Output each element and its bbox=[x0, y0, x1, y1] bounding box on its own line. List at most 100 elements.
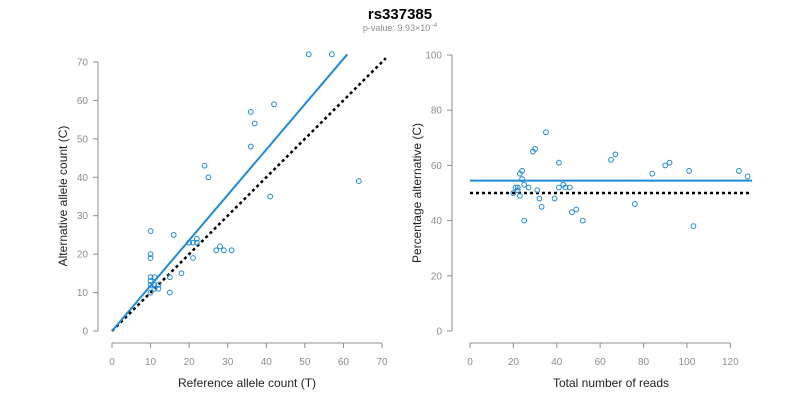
data-point bbox=[690, 223, 697, 230]
y-tick-label: 60 bbox=[431, 161, 443, 172]
y-axis-title: Alternative allele count (C) bbox=[56, 126, 70, 267]
data-point bbox=[566, 184, 573, 191]
data-point bbox=[569, 209, 575, 216]
data-point bbox=[205, 174, 212, 181]
x-tick-label: 100 bbox=[679, 357, 696, 368]
y-tick-label: 10 bbox=[77, 288, 89, 299]
x-tick-label: 10 bbox=[145, 357, 157, 368]
x-tick-label: 60 bbox=[595, 357, 607, 368]
y-tick-label: 60 bbox=[77, 96, 89, 107]
data-point bbox=[608, 156, 614, 163]
y-tick-label: 0 bbox=[82, 327, 88, 338]
data-point bbox=[556, 159, 562, 166]
y-tick-label: 40 bbox=[77, 173, 89, 184]
data-point bbox=[536, 195, 543, 202]
data-point bbox=[147, 281, 154, 288]
data-point bbox=[155, 281, 162, 288]
y-tick-label: 20 bbox=[77, 250, 89, 261]
data-point bbox=[186, 239, 193, 246]
data-point bbox=[551, 195, 558, 202]
data-point bbox=[166, 289, 173, 296]
reference-line bbox=[111, 57, 387, 332]
data-point bbox=[271, 101, 277, 108]
data-point bbox=[736, 168, 742, 174]
data-point bbox=[519, 176, 525, 183]
data-point bbox=[579, 217, 586, 224]
data-point bbox=[155, 285, 162, 292]
x-tick-label: 30 bbox=[222, 357, 234, 368]
x-tick-label: 20 bbox=[184, 357, 196, 368]
y-axis-title: Percentage alternative (C) bbox=[410, 123, 424, 263]
data-point bbox=[662, 162, 669, 169]
data-point bbox=[147, 251, 154, 258]
data-point bbox=[213, 247, 220, 254]
data-point bbox=[666, 159, 673, 166]
data-point bbox=[612, 151, 619, 158]
data-point bbox=[573, 206, 580, 213]
x-tick-label: 0 bbox=[109, 357, 115, 368]
data-point bbox=[538, 203, 545, 210]
p-value-exponent: −4 bbox=[430, 23, 438, 29]
data-point bbox=[147, 278, 154, 284]
data-point bbox=[228, 247, 235, 254]
y-tick-label: 0 bbox=[436, 327, 442, 338]
data-point bbox=[251, 120, 258, 127]
x-tick-label: 40 bbox=[261, 357, 273, 368]
x-tick-label: 60 bbox=[338, 357, 350, 368]
x-tick-label: 20 bbox=[508, 357, 520, 368]
data-point bbox=[519, 168, 525, 174]
data-point bbox=[170, 232, 177, 238]
p-value-subtitle: p-value: 9.93×10−4 bbox=[0, 22, 800, 34]
y-tick-label: 80 bbox=[431, 106, 443, 117]
data-point bbox=[193, 239, 200, 246]
data-point bbox=[151, 274, 158, 281]
fit-line bbox=[111, 53, 349, 332]
data-point bbox=[355, 178, 362, 185]
data-point bbox=[247, 143, 254, 150]
plot-title: rs337385 bbox=[367, 6, 433, 23]
data-point bbox=[532, 145, 538, 152]
y-tick-label: 40 bbox=[431, 216, 443, 227]
data-point bbox=[247, 109, 254, 115]
data-point bbox=[151, 285, 158, 292]
x-tick-label: 80 bbox=[638, 357, 650, 368]
data-point bbox=[147, 289, 154, 296]
data-point bbox=[514, 184, 521, 191]
data-point bbox=[190, 255, 196, 261]
data-point bbox=[193, 235, 200, 242]
x-tick-label: 0 bbox=[467, 357, 473, 368]
data-point bbox=[649, 170, 656, 177]
data-point bbox=[534, 187, 541, 194]
data-point bbox=[305, 51, 312, 58]
data-point bbox=[201, 162, 208, 169]
data-point bbox=[510, 190, 517, 196]
x-axis-title: Total number of reads bbox=[553, 376, 669, 390]
data-point bbox=[220, 247, 227, 254]
x-tick-label: 120 bbox=[722, 357, 739, 368]
data-point bbox=[556, 184, 562, 191]
y-tick-label: 30 bbox=[77, 211, 89, 222]
data-point bbox=[525, 184, 532, 191]
data-point bbox=[521, 181, 528, 188]
data-point bbox=[151, 281, 158, 288]
data-point bbox=[744, 173, 751, 180]
y-tick-label: 20 bbox=[431, 271, 443, 282]
data-point bbox=[686, 168, 692, 174]
data-point bbox=[190, 239, 196, 246]
y-tick-label: 70 bbox=[77, 58, 89, 69]
data-point bbox=[543, 129, 549, 136]
y-tick-label: 100 bbox=[425, 51, 442, 62]
x-tick-label: 50 bbox=[299, 357, 311, 368]
x-tick-label: 40 bbox=[551, 357, 563, 368]
data-point bbox=[147, 274, 154, 281]
data-point bbox=[514, 187, 521, 194]
data-point bbox=[631, 201, 638, 207]
data-point bbox=[217, 243, 223, 250]
data-point bbox=[147, 255, 154, 261]
y-tick-label: 50 bbox=[77, 134, 89, 145]
data-point bbox=[178, 270, 185, 277]
data-point bbox=[267, 193, 274, 200]
